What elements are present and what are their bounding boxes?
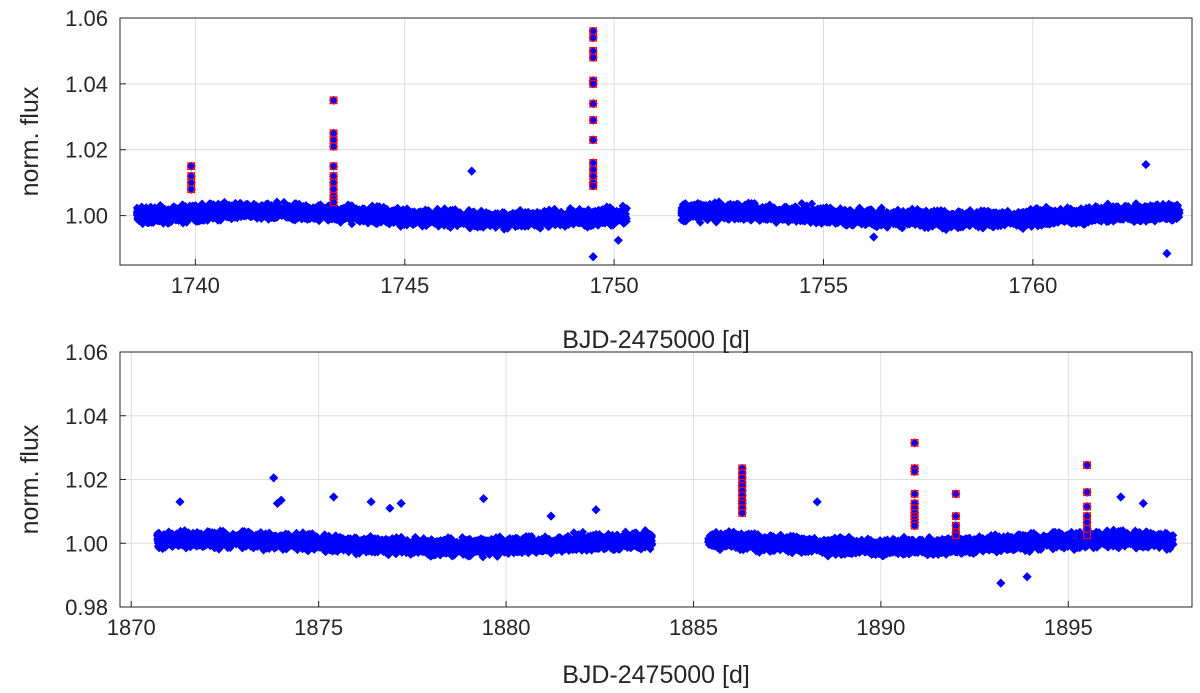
data-point (503, 220, 513, 229)
data-point (347, 219, 357, 229)
data-point (710, 198, 720, 207)
data-point (618, 201, 628, 210)
data-point (696, 218, 705, 227)
data-point (867, 205, 876, 214)
data-point (712, 218, 721, 227)
data-point (622, 217, 631, 226)
data-point (272, 199, 282, 208)
data-point (842, 221, 852, 230)
data-point (622, 204, 632, 213)
data-point (550, 204, 559, 214)
data-point (545, 220, 554, 229)
data-point (923, 223, 933, 233)
data-point (989, 222, 998, 232)
data-point (714, 197, 724, 206)
data-point (682, 214, 691, 223)
data-point (749, 200, 759, 209)
data-point (523, 221, 533, 231)
data-point (621, 209, 631, 219)
data-point (755, 216, 764, 225)
data-point (780, 215, 789, 224)
data-points (132, 26, 1184, 262)
top-light-curve-panel: 1740 1745 1750 1755 17601.001.021.041.06BJD-… (16, 6, 1193, 354)
data-point (772, 218, 781, 227)
data-point (806, 218, 815, 227)
data-point (921, 206, 931, 215)
data-point (705, 202, 715, 211)
data-point (575, 204, 584, 214)
data-point (608, 205, 618, 215)
data-point (518, 210, 527, 219)
data-point (178, 219, 188, 228)
data-point (877, 203, 886, 212)
data-point (941, 225, 951, 235)
data-point (681, 199, 690, 208)
data-point (807, 199, 817, 208)
data-point (421, 221, 431, 231)
data-point (840, 205, 850, 215)
data-point (515, 205, 525, 215)
